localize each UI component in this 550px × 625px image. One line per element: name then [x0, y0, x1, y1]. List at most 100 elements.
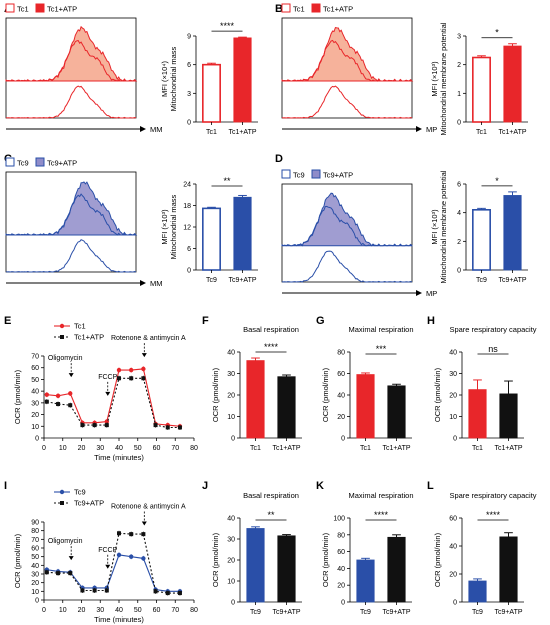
axis-arrow-icon — [140, 280, 146, 286]
panel-label: B — [275, 3, 283, 15]
y-tick-label: 6 — [187, 62, 191, 69]
x-tick-label: Tc9 — [250, 609, 261, 616]
y-tick-label: 0 — [35, 436, 39, 443]
series-line — [46, 554, 180, 592]
y-tick-label: 40 — [227, 516, 235, 523]
injection-label: Rotenone & antimycin A — [111, 503, 186, 510]
y-axis-label: OCR (pmol/min) — [13, 369, 22, 424]
axis-arrow-icon — [416, 290, 422, 296]
histogram-frame — [5, 171, 137, 273]
histogram-atp-fill — [281, 192, 413, 247]
y-tick-label: 30 — [31, 400, 39, 407]
legend-label: Tc1 — [17, 5, 29, 14]
x-tick-label: 50 — [134, 445, 142, 452]
bar — [472, 209, 491, 271]
y-tick-label: 20 — [31, 580, 39, 587]
y-tick-label: 10 — [449, 414, 457, 421]
chart-title: Basal respiration — [243, 491, 299, 500]
y-tick-label: 60 — [31, 546, 39, 553]
y-tick-label: 0 — [187, 268, 191, 275]
legend-marker — [59, 323, 65, 329]
panel-label: K — [316, 480, 324, 492]
y-tick-label: 60 — [449, 516, 457, 523]
y-axis-label: OCR (pmol/min) — [211, 367, 220, 422]
x-tick-label: Tc1 — [472, 445, 483, 452]
legend-swatch-control — [5, 3, 15, 13]
data-point — [44, 392, 50, 397]
bar — [277, 535, 296, 603]
injection-label: Oligomycin — [48, 355, 83, 362]
x-tick-label: Tc1 — [360, 445, 371, 452]
bar-chart-J — [237, 517, 302, 605]
data-point — [68, 391, 73, 396]
histogram-frame — [281, 183, 413, 283]
y-tick-label: 30 — [227, 537, 235, 544]
histogram-control-line — [5, 193, 137, 236]
chart-title: Maximal respiration — [348, 491, 413, 500]
x-tick-label: 10 — [59, 607, 67, 614]
x-axis-label: Time (minutes) — [94, 453, 144, 462]
y-axis-label: OCR (pmol/min) — [321, 367, 330, 422]
bar-chart-L — [459, 517, 524, 605]
x-tick-label: Tc9+ATP — [272, 609, 300, 616]
legend-label: Tc9 — [17, 159, 29, 168]
x-tick-label: 20 — [78, 445, 86, 452]
y-tick-label: 10 — [227, 579, 235, 586]
x-tick-label: 30 — [96, 607, 104, 614]
x-tick-label: Tc1+ATP — [494, 445, 522, 452]
y-tick-label: 100 — [333, 516, 345, 523]
y-tick-label: 70 — [31, 537, 39, 544]
histogram-lower-offset — [5, 239, 137, 273]
y-tick-label: 30 — [227, 371, 235, 378]
y-tick-label: 30 — [449, 371, 457, 378]
y-axis-label: MFI (×10³) — [430, 209, 439, 245]
y-tick-label: 4 — [457, 210, 461, 217]
histogram-axis-label: MM — [150, 125, 163, 134]
y-tick-label: 0 — [457, 268, 461, 275]
bar — [503, 45, 522, 123]
x-tick-label: 80 — [190, 607, 198, 614]
bar — [387, 536, 406, 603]
y-tick-label: 1 — [457, 91, 461, 98]
data-point — [141, 556, 146, 561]
significance-label: **** — [374, 510, 389, 520]
arrow-down-icon — [141, 353, 147, 358]
bar-chart-F — [237, 351, 302, 441]
y-tick-label: 20 — [337, 583, 345, 590]
y-axis-label: OCR (pmol/min) — [433, 532, 442, 587]
y-tick-label: 12 — [183, 225, 191, 232]
y-tick-label: 40 — [337, 566, 345, 573]
legend-label: Tc1 — [74, 322, 86, 331]
x-axis-label: Time (minutes) — [94, 615, 144, 624]
x-tick-label: Tc9 — [206, 277, 217, 284]
significance-label: * — [495, 176, 499, 186]
y-tick-label: 6 — [187, 246, 191, 253]
significance-label: ** — [267, 510, 275, 520]
histogram-lower-offset — [5, 85, 137, 119]
y-axis-label: OCR (pmol/min) — [321, 532, 330, 587]
y-tick-label: 90 — [31, 520, 39, 527]
data-point — [55, 393, 61, 399]
x-tick-label: Tc9+ATP — [228, 277, 256, 284]
x-tick-label: 70 — [171, 607, 179, 614]
data-point — [129, 376, 134, 381]
significance-label: *** — [376, 344, 387, 354]
histogram-axis-label: MM — [150, 279, 163, 288]
data-point — [92, 588, 97, 593]
y-tick-label: 0 — [35, 598, 39, 605]
histogram-A — [5, 3, 146, 132]
data-point — [44, 570, 49, 575]
chart-title: Spare respiratory capacity — [449, 491, 536, 500]
panel-label: E — [4, 315, 11, 327]
histogram-axis-label: MP — [426, 125, 437, 134]
chart-title: Maximal respiration — [348, 325, 413, 334]
chart-title: Spare respiratory capacity — [449, 325, 536, 334]
panel-label: D — [275, 153, 283, 165]
bar-chart-G — [347, 351, 412, 441]
bar — [468, 389, 487, 439]
x-tick-label: 0 — [42, 607, 46, 614]
x-tick-label: Tc1+ATP — [272, 445, 300, 452]
panel-label: G — [316, 315, 325, 327]
y-tick-label: 0 — [453, 436, 457, 443]
bar — [233, 196, 252, 271]
